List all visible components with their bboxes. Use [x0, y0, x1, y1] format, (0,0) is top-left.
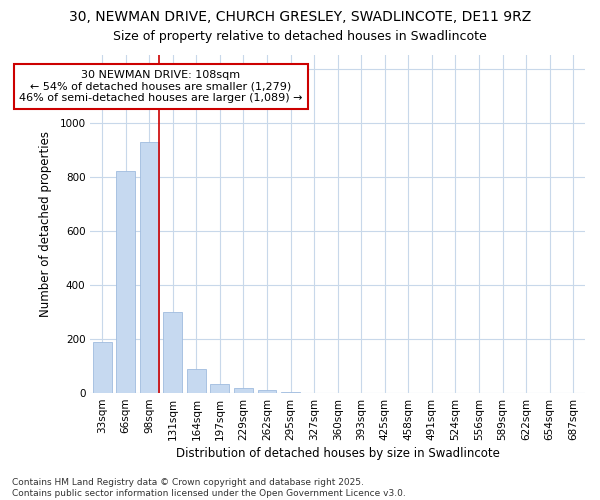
- Bar: [257, 390, 277, 393]
- Text: 30 NEWMAN DRIVE: 108sqm
← 54% of detached houses are smaller (1,279)
46% of semi: 30 NEWMAN DRIVE: 108sqm ← 54% of detache…: [19, 70, 303, 103]
- Bar: [234, 388, 253, 393]
- Bar: [116, 172, 135, 393]
- Bar: [211, 384, 229, 393]
- Text: Contains HM Land Registry data © Crown copyright and database right 2025.
Contai: Contains HM Land Registry data © Crown c…: [12, 478, 406, 498]
- Bar: [140, 142, 158, 393]
- Text: Size of property relative to detached houses in Swadlincote: Size of property relative to detached ho…: [113, 30, 487, 43]
- Bar: [163, 312, 182, 393]
- Bar: [187, 370, 206, 393]
- Bar: [281, 392, 300, 393]
- Y-axis label: Number of detached properties: Number of detached properties: [39, 131, 52, 317]
- Text: 30, NEWMAN DRIVE, CHURCH GRESLEY, SWADLINCOTE, DE11 9RZ: 30, NEWMAN DRIVE, CHURCH GRESLEY, SWADLI…: [69, 10, 531, 24]
- Bar: [92, 342, 112, 393]
- X-axis label: Distribution of detached houses by size in Swadlincote: Distribution of detached houses by size …: [176, 447, 500, 460]
